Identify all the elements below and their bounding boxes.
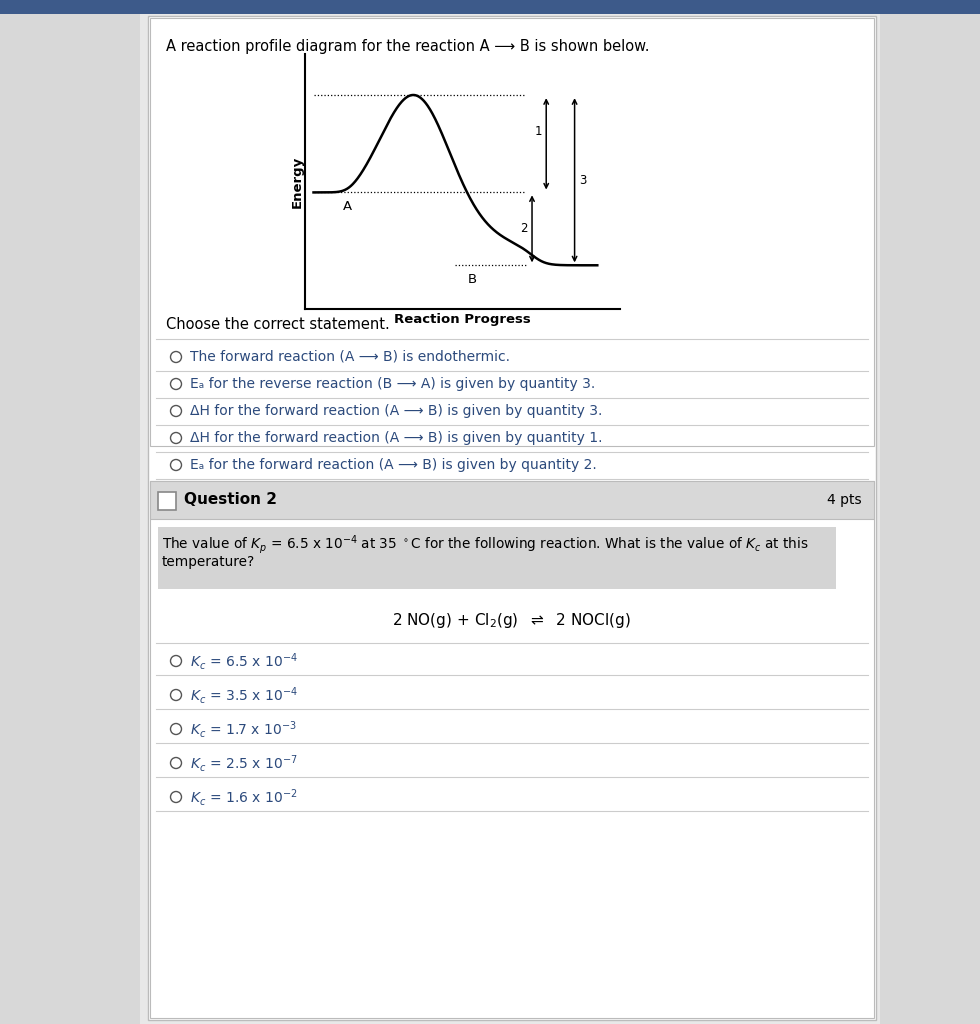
Text: A: A (343, 200, 353, 213)
Text: $K_c$ = 1.6 x 10$^{-2}$: $K_c$ = 1.6 x 10$^{-2}$ (190, 786, 298, 808)
Text: Question 2: Question 2 (184, 493, 277, 508)
Text: $K_c$ = 3.5 x 10$^{-4}$: $K_c$ = 3.5 x 10$^{-4}$ (190, 684, 298, 706)
Text: $K_c$ = 6.5 x 10$^{-4}$: $K_c$ = 6.5 x 10$^{-4}$ (190, 650, 298, 672)
Text: The forward reaction (A ⟶ B) is endothermic.: The forward reaction (A ⟶ B) is endother… (190, 350, 510, 364)
Text: temperature?: temperature? (162, 555, 255, 569)
Text: Eₐ for the reverse reaction (B ⟶ A) is given by quantity 3.: Eₐ for the reverse reaction (B ⟶ A) is g… (190, 377, 595, 391)
Text: ΔH for the forward reaction (A ⟶ B) is given by quantity 1.: ΔH for the forward reaction (A ⟶ B) is g… (190, 431, 603, 445)
Bar (158, 527, 836, 589)
Bar (0, 0, 980, 14)
Text: Choose the correct statement.: Choose the correct statement. (166, 317, 390, 332)
Text: A reaction profile diagram for the reaction A ⟶ B is shown below.: A reaction profile diagram for the react… (166, 39, 650, 54)
Bar (150, 18, 874, 446)
Text: 4 pts: 4 pts (827, 493, 862, 507)
Bar (148, 16, 876, 1020)
Text: $K_c$ = 2.5 x 10$^{-7}$: $K_c$ = 2.5 x 10$^{-7}$ (190, 753, 298, 773)
Bar (158, 492, 176, 510)
Text: 2 NO(g) + Cl$_2$(g)  $\rightleftharpoons$  2 NOCl(g): 2 NO(g) + Cl$_2$(g) $\rightleftharpoons$… (392, 611, 631, 630)
Text: The value of $K_p$ = 6.5 x 10$^{-4}$ at 35 $^\circ$C for the following reaction.: The value of $K_p$ = 6.5 x 10$^{-4}$ at … (162, 534, 808, 556)
Bar (0, 14, 140, 1024)
Bar (880, 14, 980, 1024)
Text: $K_c$ = 1.7 x 10$^{-3}$: $K_c$ = 1.7 x 10$^{-3}$ (190, 719, 297, 739)
Text: 2: 2 (520, 222, 528, 236)
Y-axis label: Energy: Energy (291, 156, 304, 208)
Text: 1: 1 (534, 125, 542, 138)
Bar (150, 481, 874, 519)
Text: ΔH for the forward reaction (A ⟶ B) is given by quantity 3.: ΔH for the forward reaction (A ⟶ B) is g… (190, 404, 603, 418)
Text: B: B (467, 272, 477, 286)
Bar (150, 481, 874, 1018)
X-axis label: Reaction Progress: Reaction Progress (394, 313, 531, 327)
Text: Eₐ for the forward reaction (A ⟶ B) is given by quantity 2.: Eₐ for the forward reaction (A ⟶ B) is g… (190, 458, 597, 472)
Text: 3: 3 (579, 174, 586, 186)
